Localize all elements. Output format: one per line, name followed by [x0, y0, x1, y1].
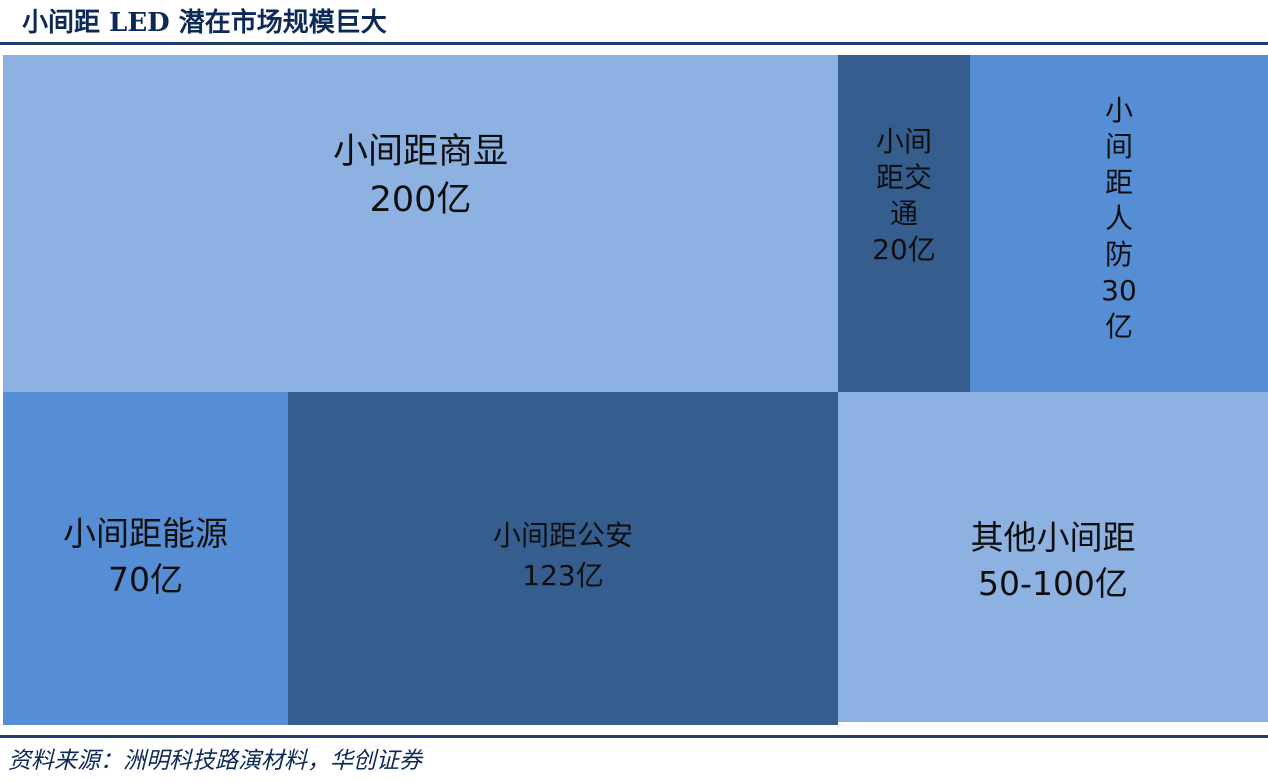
- tile-other-value: 50-100亿: [978, 563, 1128, 603]
- tile-commercial-display-value: 200亿: [369, 180, 472, 220]
- tile-other-name: 其他小间距: [970, 517, 1136, 557]
- tile-civil-defense-value-1: 30: [1101, 273, 1137, 307]
- tile-civil-defense-char-4: 人: [1104, 201, 1133, 235]
- tile-civil-defense-label: 小 间 距 人 防 30 亿: [1101, 93, 1137, 345]
- tile-civil-defense-value-2: 亿: [1104, 309, 1133, 343]
- tile-other-label: 其他小间距 50-100亿: [971, 515, 1136, 607]
- tile-civil-defense: 小 间 距 人 防 30 亿: [970, 55, 1268, 392]
- tile-transport-name-2: 距交: [875, 161, 932, 194]
- tile-public-security-value: 123亿: [522, 559, 604, 592]
- tile-energy-label: 小间距能源 70亿: [63, 511, 228, 603]
- tile-public-security-label: 小间距公安 123亿: [493, 516, 633, 596]
- chart-title: 小间距 LED 潜在市场规模巨大: [22, 8, 387, 38]
- tile-commercial-display-name: 小间距商显: [332, 132, 508, 172]
- tile-public-security: 小间距公安 123亿: [288, 392, 838, 725]
- tile-energy-name: 小间距能源: [63, 514, 228, 553]
- tile-commercial-display: 小间距商显 200亿: [3, 55, 838, 392]
- title-divider: [0, 42, 1268, 45]
- tile-commercial-display-label: 小间距商显 200亿: [333, 128, 508, 224]
- tile-civil-defense-char-3: 距: [1104, 165, 1133, 199]
- tile-transport-name-1: 小间: [875, 125, 932, 158]
- source-note: 资料来源：洲明科技路演材料，华创证券: [8, 748, 422, 774]
- tile-transport-label: 小间 距交 通 20亿: [872, 124, 936, 268]
- footer-divider: [0, 735, 1268, 738]
- tile-transport-name-3: 通: [889, 197, 918, 230]
- tile-public-security-name: 小间距公安: [492, 519, 633, 552]
- tile-energy: 小间距能源 70亿: [3, 392, 288, 725]
- tile-transport: 小间 距交 通 20亿: [838, 55, 970, 392]
- tile-civil-defense-char-5: 防: [1104, 237, 1133, 271]
- tile-civil-defense-char-1: 小: [1104, 93, 1133, 127]
- tile-energy-value: 70亿: [108, 560, 183, 599]
- tile-civil-defense-char-2: 间: [1104, 129, 1133, 163]
- tile-other: 其他小间距 50-100亿: [838, 392, 1268, 722]
- tile-transport-value: 20亿: [872, 233, 936, 266]
